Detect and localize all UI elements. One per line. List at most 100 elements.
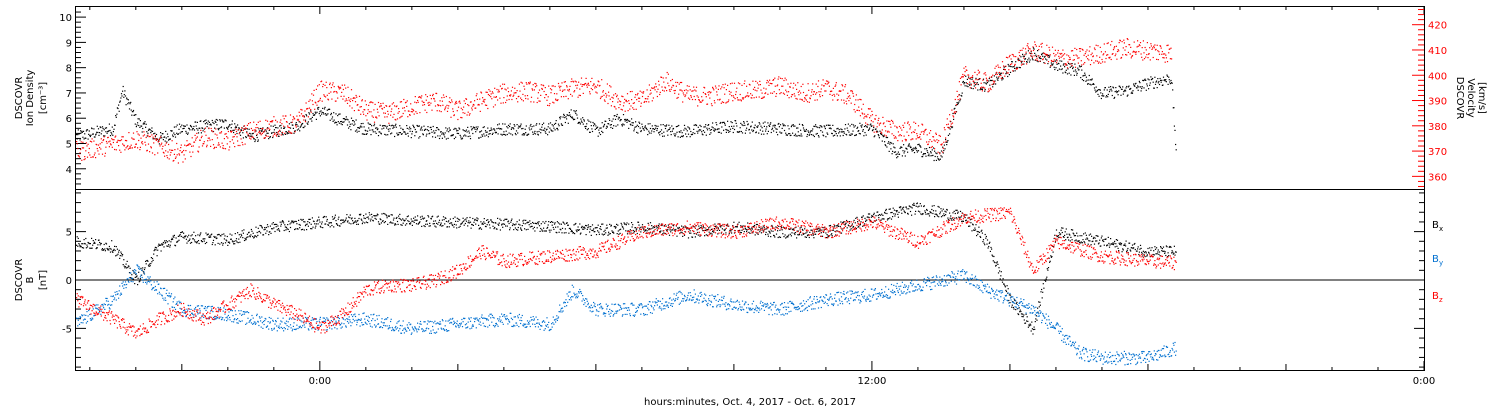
velocity-series-point bbox=[708, 91, 710, 93]
velocity-series-point bbox=[302, 115, 304, 117]
velocity-series-point bbox=[464, 102, 466, 105]
bx-series-point bbox=[299, 224, 301, 226]
ion-density-series-point bbox=[778, 122, 780, 125]
velocity-series-point bbox=[534, 82, 536, 84]
velocity-series-point bbox=[785, 79, 787, 81]
ion-density-series-point bbox=[517, 127, 519, 129]
bx-series-point bbox=[216, 234, 219, 236]
bx-series-point bbox=[303, 221, 305, 223]
ion-density-series-point bbox=[771, 127, 774, 129]
ion-density-series-point bbox=[76, 138, 78, 140]
bx-series-point bbox=[269, 225, 271, 227]
ion-density-series-point bbox=[981, 88, 983, 90]
ion-density-series-point bbox=[522, 127, 524, 130]
velocity-series-point bbox=[276, 121, 278, 123]
ion-density-series-point bbox=[519, 126, 521, 128]
velocity-series-point bbox=[846, 103, 848, 105]
bx-series-point bbox=[222, 242, 224, 244]
velocity-series-point bbox=[415, 111, 417, 113]
bx-series-point bbox=[104, 248, 106, 250]
ion-density-series-point bbox=[1097, 93, 1099, 95]
velocity-series-point bbox=[323, 95, 326, 97]
bx-series-point bbox=[183, 232, 185, 234]
ion-density-series-point bbox=[606, 126, 608, 128]
ion-density-series-point bbox=[280, 124, 282, 127]
velocity-series-point bbox=[1096, 55, 1098, 57]
ion-density-series-point bbox=[775, 131, 778, 133]
velocity-series-point bbox=[1099, 56, 1101, 58]
velocity-series-point bbox=[417, 101, 419, 103]
bx-series-point bbox=[325, 223, 327, 225]
velocity-series-point bbox=[601, 79, 603, 81]
velocity-series-point bbox=[268, 127, 270, 129]
bx-series-point bbox=[146, 259, 148, 262]
bx-series-point bbox=[545, 230, 547, 232]
ion-density-series-point bbox=[844, 128, 846, 130]
ion-density-series-point bbox=[150, 132, 152, 134]
ion-density-series-point bbox=[341, 120, 343, 123]
velocity-series-point bbox=[997, 66, 1000, 68]
bx-series-point bbox=[126, 267, 128, 269]
velocity-series-point bbox=[540, 94, 542, 96]
ion-density-series-point bbox=[373, 123, 376, 125]
velocity-series-point bbox=[409, 114, 411, 116]
ion-density-series-point bbox=[1061, 68, 1063, 70]
velocity-series-point bbox=[588, 84, 590, 86]
ion-density-series-point bbox=[205, 119, 207, 121]
velocity-series-point bbox=[1122, 47, 1124, 49]
ion-density-series-point bbox=[1153, 87, 1155, 89]
ion-density-series-point bbox=[537, 133, 539, 135]
ion-density-series-point bbox=[275, 127, 277, 129]
velocity-series-point bbox=[539, 100, 541, 102]
velocity-series-point bbox=[842, 89, 844, 91]
velocity-series-point bbox=[841, 84, 843, 86]
ion-density-series-point bbox=[1136, 87, 1138, 89]
bx-series-point bbox=[256, 236, 258, 238]
bx-series-point bbox=[580, 232, 582, 234]
ion-density-series-point bbox=[103, 135, 105, 137]
bx-series-point bbox=[315, 223, 317, 225]
bx-series-point bbox=[628, 223, 630, 225]
velocity-series-point bbox=[1049, 49, 1051, 51]
ion-density-series-point bbox=[118, 110, 120, 112]
ion-density-series-point bbox=[233, 129, 235, 131]
ion-density-series-point bbox=[515, 130, 518, 132]
bx-series-point bbox=[192, 238, 194, 240]
bx-series-point bbox=[536, 227, 538, 229]
bx-series-point bbox=[589, 231, 591, 233]
ion-density-series-point bbox=[144, 121, 146, 123]
ion-density-series-point bbox=[913, 152, 916, 154]
bx-series-point bbox=[137, 277, 139, 279]
bx-series-point bbox=[576, 229, 579, 231]
bx-series-point bbox=[392, 219, 395, 221]
ion-density-series-point bbox=[421, 126, 423, 128]
bx-series-point bbox=[528, 221, 530, 223]
velocity-series-point bbox=[855, 99, 857, 101]
ion-density-series-point bbox=[767, 122, 769, 124]
velocity-series-point bbox=[485, 91, 487, 93]
bx-series-point bbox=[453, 223, 455, 225]
ion-density-series-point bbox=[597, 135, 599, 137]
bx-series-point bbox=[584, 227, 586, 229]
bx-series-point bbox=[95, 248, 97, 250]
ion-density-series-point bbox=[488, 130, 491, 132]
ion-density-series-point bbox=[479, 131, 481, 133]
velocity-series-point bbox=[718, 85, 720, 87]
ion-density-series-point bbox=[1058, 63, 1060, 65]
velocity-series-point bbox=[945, 140, 947, 142]
ion-density-series-point bbox=[441, 137, 443, 139]
velocity-series-point bbox=[268, 123, 270, 125]
ion-density-series-point bbox=[1141, 87, 1143, 90]
ion-density-series-point bbox=[456, 130, 458, 132]
velocity-series-point bbox=[602, 90, 604, 92]
ion-density-series-point bbox=[216, 119, 219, 121]
ion-density-series-point bbox=[671, 125, 673, 127]
bx-series-point bbox=[546, 227, 548, 229]
ion-density-series-point bbox=[340, 121, 342, 123]
bx-series-point bbox=[86, 246, 89, 248]
ion-density-series-point bbox=[870, 123, 872, 125]
ion-density-series-point bbox=[252, 132, 254, 134]
ion-density-series-point bbox=[220, 126, 223, 128]
velocity-series-point bbox=[379, 106, 381, 108]
bx-series-point bbox=[337, 218, 339, 220]
